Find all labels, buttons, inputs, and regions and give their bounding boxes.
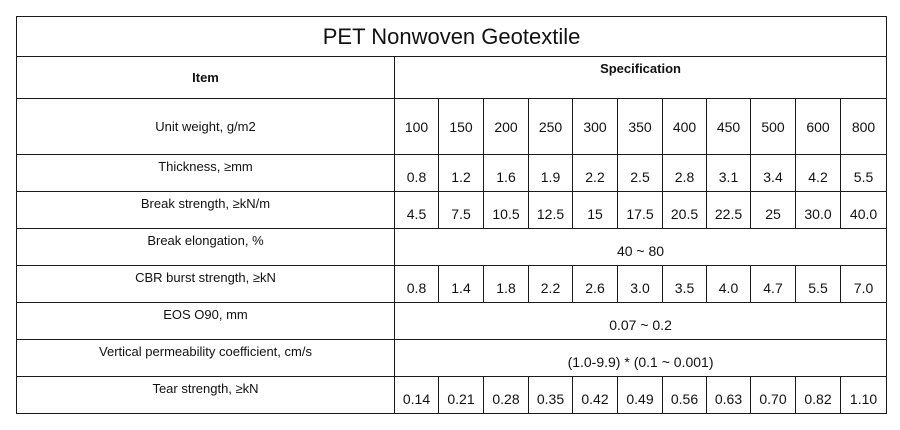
spanned-value: 0.07 ~ 0.2 — [393, 302, 888, 340]
table-cell: 5.5 — [839, 154, 888, 192]
row-label: Thickness, ≥mm — [16, 154, 395, 192]
table-cell: 800 — [839, 98, 888, 155]
table-cell: 30.0 — [795, 191, 841, 229]
table-cell: 0.63 — [706, 376, 751, 414]
table-cell: 1.4 — [438, 265, 484, 303]
row-label: CBR burst strength, ≥kN — [16, 265, 395, 303]
table-cell: 15 — [572, 191, 618, 229]
table-cell: 25 — [750, 191, 796, 229]
table-cell: 0.8 — [394, 265, 439, 303]
table-row: EOS O90, mm 0.07 ~ 0.2 — [16, 302, 888, 340]
table-cell: 400 — [662, 98, 707, 155]
spanned-value: (1.0-9.9) * (0.1 ~ 0.001) — [393, 339, 888, 377]
table-cell: 7.0 — [839, 265, 888, 303]
table-cell: 4.7 — [750, 265, 796, 303]
table-cell: 2.2 — [528, 265, 573, 303]
table-cell: 0.49 — [617, 376, 663, 414]
row-label: Vertical permeability coefficient, cm/s — [16, 339, 395, 377]
table-title: PET Nonwoven Geotextile — [15, 16, 888, 57]
table-cell: 2.6 — [572, 265, 618, 303]
table-cell: 5.5 — [795, 265, 841, 303]
table-cell: 1.10 — [839, 376, 888, 414]
table-cell: 12.5 — [528, 191, 573, 229]
table-cell: 2.2 — [572, 154, 618, 192]
table-cell: 3.5 — [662, 265, 707, 303]
table-cell: 100 — [394, 98, 439, 155]
row-label: EOS O90, mm — [16, 302, 395, 340]
header-item: Item — [16, 56, 395, 99]
table-row: Vertical permeability coefficient, cm/s … — [16, 339, 888, 377]
table-cell: 4.0 — [706, 265, 751, 303]
table-cell: 350 — [617, 98, 663, 155]
table-row: Thickness, ≥mm 0.8 1.2 1.6 1.9 2.2 2.5 2… — [16, 154, 888, 192]
table-cell: 0.82 — [795, 376, 841, 414]
table-row: Break elongation, % 40 ~ 80 — [16, 228, 888, 266]
table-cell: 17.5 — [617, 191, 663, 229]
table-cell: 7.5 — [438, 191, 484, 229]
table-cell: 3.1 — [706, 154, 751, 192]
table-cell: 10.5 — [483, 191, 529, 229]
table-cell: 200 — [483, 98, 529, 155]
table-cell: 600 — [795, 98, 841, 155]
table-cell: 22.5 — [706, 191, 751, 229]
table-cell: 2.5 — [617, 154, 663, 192]
header-specification: Specification — [393, 56, 888, 99]
table-cell: 1.8 — [483, 265, 529, 303]
table-cell: 450 — [706, 98, 751, 155]
table-row: Break strength, ≥kN/m 4.5 7.5 10.5 12.5 … — [16, 191, 888, 229]
spec-table-container: PET Nonwoven Geotextile Item Specificati… — [15, 16, 888, 415]
table-cell: 1.2 — [438, 154, 484, 192]
table-cell: 2.8 — [662, 154, 707, 192]
table-cell: 0.28 — [483, 376, 529, 414]
row-label: Break strength, ≥kN/m — [16, 191, 395, 229]
table-cell: 20.5 — [662, 191, 707, 229]
spanned-value: 40 ~ 80 — [393, 228, 888, 266]
table-row: CBR burst strength, ≥kN 0.8 1.4 1.8 2.2 … — [16, 265, 888, 303]
table-cell: 3.4 — [750, 154, 796, 192]
table-row: Tear strength, ≥kN 0.14 0.21 0.28 0.35 0… — [16, 376, 888, 414]
table-cell: 1.6 — [483, 154, 529, 192]
table-cell: 0.8 — [394, 154, 439, 192]
table-cell: 300 — [572, 98, 618, 155]
table-cell: 3.0 — [617, 265, 663, 303]
table-cell: 500 — [750, 98, 796, 155]
row-label: Break elongation, % — [16, 228, 395, 266]
table-cell: 150 — [438, 98, 484, 155]
table-cell: 0.42 — [572, 376, 618, 414]
row-label: Unit weight, g/m2 — [16, 98, 395, 155]
table-cell: 4.2 — [795, 154, 841, 192]
table-cell: 1.9 — [528, 154, 573, 192]
row-label: Tear strength, ≥kN — [16, 376, 395, 414]
table-cell: 40.0 — [839, 191, 888, 229]
table-cell: 250 — [528, 98, 573, 155]
spec-table: PET Nonwoven Geotextile Item Specificati… — [15, 16, 888, 414]
table-cell: 0.35 — [528, 376, 573, 414]
table-cell: 0.21 — [438, 376, 484, 414]
table-cell: 0.56 — [662, 376, 707, 414]
table-cell: 0.70 — [750, 376, 796, 414]
table-cell: 0.14 — [394, 376, 439, 414]
table-row: Unit weight, g/m2 100 150 200 250 300 35… — [16, 98, 888, 155]
table-cell: 4.5 — [394, 191, 439, 229]
